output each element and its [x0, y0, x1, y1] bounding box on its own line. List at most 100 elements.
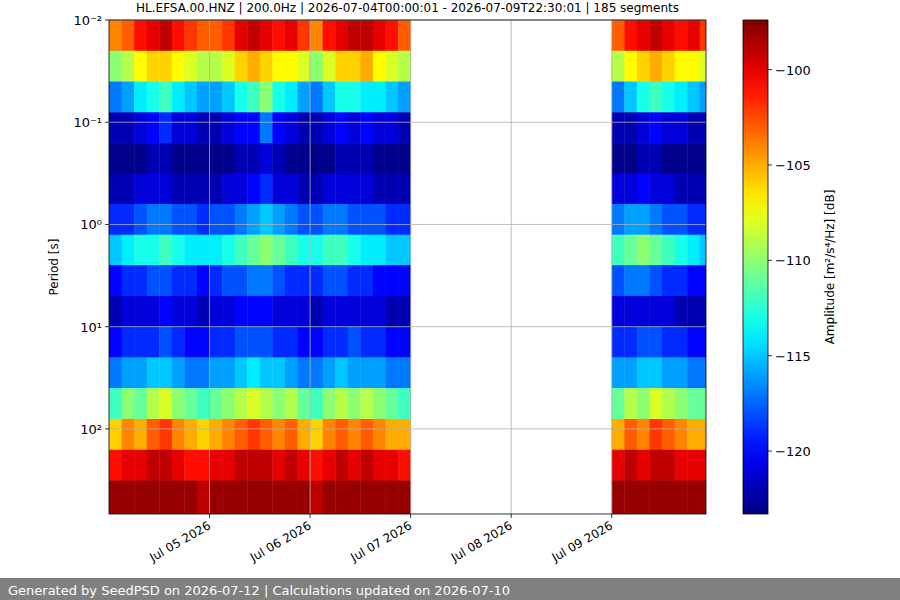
psd-cell [373, 296, 386, 327]
grid-line [109, 122, 706, 123]
x-tick [310, 514, 311, 518]
psd-cell [247, 143, 260, 174]
psd-cell [172, 51, 185, 82]
psd-cell [373, 265, 386, 296]
psd-cell [109, 265, 122, 296]
psd-cell [122, 357, 135, 388]
psd-cell [687, 204, 700, 235]
psd-cell [386, 235, 399, 266]
colorbar-tick-label: −105 [775, 158, 811, 173]
psd-cell [700, 204, 706, 235]
psd-cell [184, 296, 197, 327]
psd-cell [285, 204, 298, 235]
psd-cell [624, 296, 637, 327]
psd-cell [612, 112, 625, 143]
psd-cell [386, 174, 399, 204]
psd-cell [310, 20, 323, 51]
psd-cell [310, 327, 323, 358]
psd-cell [373, 143, 386, 174]
psd-cell [147, 357, 160, 388]
psd-cell [159, 327, 172, 358]
psd-cell [260, 143, 273, 174]
psd-cell [398, 204, 411, 235]
psd-cell [360, 388, 373, 419]
psd-cell [222, 143, 235, 174]
psd-cell [298, 204, 311, 235]
psd-cell [172, 112, 185, 143]
psd-cell [272, 174, 285, 204]
psd-cell [398, 174, 411, 204]
psd-cell [700, 296, 706, 327]
psd-cell [298, 235, 311, 266]
psd-cell [360, 204, 373, 235]
colorbar-tick [768, 69, 772, 70]
psd-cell [260, 481, 273, 514]
grid-line [109, 224, 706, 225]
psd-cell [360, 265, 373, 296]
psd-cell [310, 450, 323, 481]
psd-cell [247, 419, 260, 450]
psd-cell [675, 296, 688, 327]
psd-cell [210, 112, 223, 143]
psd-cell [335, 296, 348, 327]
psd-cell [184, 235, 197, 266]
psd-cell [700, 51, 706, 82]
psd-cell [184, 112, 197, 143]
psd-cell [109, 112, 122, 143]
psd-cell [323, 51, 336, 82]
psd-cell [335, 235, 348, 266]
psd-cell [662, 143, 675, 174]
psd-cell [649, 450, 662, 481]
psd-cell [298, 174, 311, 204]
psd-cell [222, 450, 235, 481]
psd-cell [649, 20, 662, 51]
psd-cell [348, 112, 361, 143]
psd-cell [310, 82, 323, 113]
psd-cell [323, 20, 336, 51]
psd-cell [298, 450, 311, 481]
psd-cell [247, 112, 260, 143]
psd-cell [172, 174, 185, 204]
psd-cell [700, 357, 706, 388]
psd-cell [184, 450, 197, 481]
x-tick [209, 514, 210, 518]
psd-cell [624, 388, 637, 419]
psd-cell [335, 388, 348, 419]
psd-cell [687, 235, 700, 266]
psd-cell [675, 204, 688, 235]
psd-cell [272, 388, 285, 419]
psd-cell [687, 82, 700, 113]
psd-cell [398, 112, 411, 143]
psd-cell [360, 357, 373, 388]
psd-cell [662, 327, 675, 358]
psd-cell [159, 235, 172, 266]
psd-cell [159, 357, 172, 388]
psd-cell [197, 82, 210, 113]
psd-cell [285, 296, 298, 327]
psd-cell [109, 357, 122, 388]
psd-cell [360, 450, 373, 481]
psd-cell [272, 327, 285, 358]
psd-cell [298, 112, 311, 143]
psd-cell [323, 327, 336, 358]
psd-cell [235, 143, 248, 174]
psd-cell [637, 327, 650, 358]
psd-cell [323, 296, 336, 327]
psd-cell [172, 481, 185, 514]
y-tick-label: 10⁰ [80, 217, 102, 232]
psd-cell [184, 481, 197, 514]
psd-cell [235, 82, 248, 113]
psd-cell [147, 82, 160, 113]
psd-cell [637, 51, 650, 82]
psd-cell [687, 450, 700, 481]
psd-cell [222, 296, 235, 327]
psd-cell [649, 112, 662, 143]
y-tick [105, 326, 109, 327]
y-tick-label: 10⁻² [73, 13, 102, 28]
psd-cell [247, 51, 260, 82]
psd-cell [662, 82, 675, 113]
psd-cell [210, 388, 223, 419]
psd-cell [624, 20, 637, 51]
psd-cell [222, 357, 235, 388]
psd-cell [348, 388, 361, 419]
